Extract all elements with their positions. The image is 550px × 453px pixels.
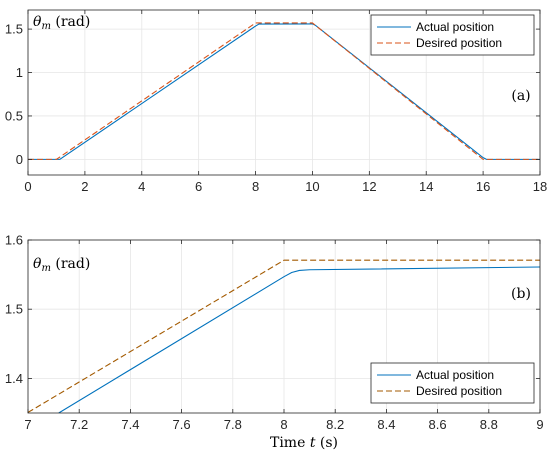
x-tick-label: 12 <box>362 179 376 194</box>
x-tick-label: 10 <box>305 179 319 194</box>
x-tick-label: 8.4 <box>377 417 395 432</box>
legend-box <box>370 14 535 56</box>
x-tick-label: 6 <box>195 179 202 194</box>
y-tick-label: 1.5 <box>5 302 23 317</box>
x-tick-label: 0 <box>24 179 31 194</box>
x-tick-label: 8.6 <box>429 417 447 432</box>
chart-panel-b: 7 7.2 7.4 7.6 7.8 8 8.2 8.4 8.6 8.8 9 1.4 1.5 1.6 θm (… <box>5 233 544 452</box>
legend-box <box>370 362 535 404</box>
y-axis-label: θm (rad) <box>33 14 90 32</box>
x-tick-label: 7.2 <box>70 417 88 432</box>
x-tick-label: 7.4 <box>121 417 139 432</box>
x-tick-label: 8.2 <box>326 417 344 432</box>
legend: Actual position Desired position <box>370 362 535 404</box>
y-tick-label: 1.6 <box>5 233 23 248</box>
x-tick-label: 9 <box>536 417 543 432</box>
x-tick-label: 18 <box>533 179 547 194</box>
x-tick-label: 8 <box>252 179 259 194</box>
x-tick-label: 4 <box>138 179 145 194</box>
series-line-actual <box>58 266 540 413</box>
series-line-desired <box>28 22 540 160</box>
x-tick-label: 7.6 <box>173 417 191 432</box>
x-tick-label: 7 <box>24 417 31 432</box>
y-tick-label: 1 <box>16 65 23 80</box>
axes-box <box>27 9 541 176</box>
panel-label: (b) <box>511 286 531 302</box>
y-tick-label: 1.4 <box>5 371 23 386</box>
chart-panel-a: 0 2 4 6 8 10 12 14 16 18 0 0.5 1 1.5 θm (rad) (a) Actual… <box>5 9 547 194</box>
x-tick-label: 7.8 <box>224 417 242 432</box>
x-tick-label: 8 <box>280 417 287 432</box>
legend-entry: Actual position <box>416 20 494 34</box>
x-tick-label: 16 <box>476 179 490 194</box>
legend-entry: Desired position <box>416 384 502 398</box>
y-tick-label: 1.5 <box>5 22 23 37</box>
x-tick-label: 8.8 <box>480 417 498 432</box>
y-axis-label: θm (rad) <box>33 256 90 274</box>
x-axis-label: Time t (s) <box>270 435 338 451</box>
series-line-desired <box>28 259 540 413</box>
legend: Actual position Desired position <box>370 14 535 56</box>
legend-entry: Actual position <box>416 368 494 382</box>
x-tick-label: 2 <box>81 179 88 194</box>
legend-entry: Desired position <box>416 36 502 50</box>
y-tick-label: 0.5 <box>5 108 23 123</box>
y-tick-label: 0 <box>16 152 23 167</box>
x-tick-label: 14 <box>419 179 433 194</box>
series-line-actual <box>28 23 540 160</box>
panel-label: (a) <box>511 88 530 104</box>
